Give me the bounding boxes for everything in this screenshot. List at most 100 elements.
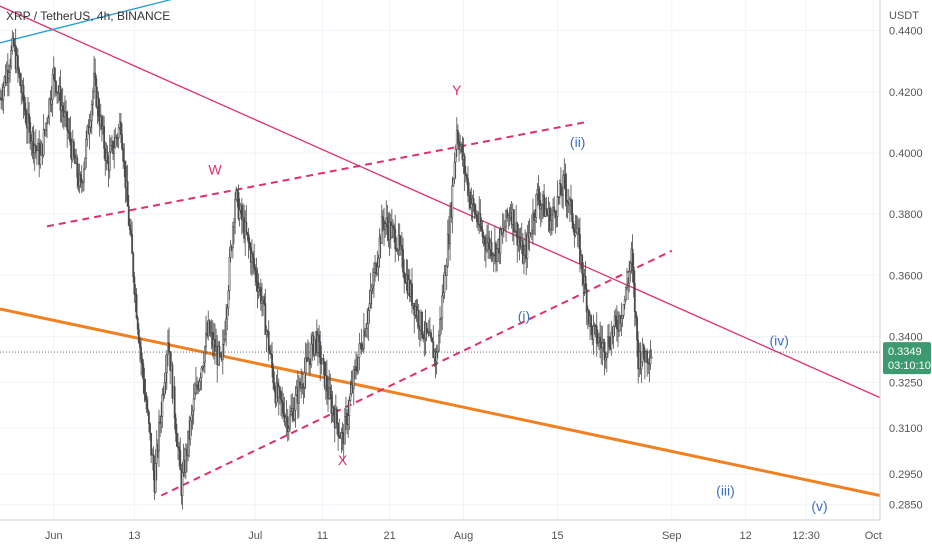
candle-body [226, 307, 229, 320]
candle-body [150, 432, 153, 456]
candle-body [553, 206, 556, 212]
candle-body [556, 196, 559, 217]
last-price-countdown: 03:10:10 [888, 360, 931, 372]
candle-body [523, 254, 525, 264]
candle-body [636, 317, 638, 341]
candle-body [255, 270, 258, 283]
candle-body [473, 204, 476, 215]
candle-body [217, 345, 220, 366]
candle-body [620, 317, 623, 324]
candle-body [236, 190, 239, 193]
wave-label: (i) [518, 308, 530, 324]
candle-body [106, 152, 109, 163]
candle-body [417, 310, 420, 327]
candle-body [154, 463, 157, 493]
candle-body [69, 132, 72, 146]
candle-body [343, 416, 346, 445]
candle-body [203, 346, 206, 364]
candle-body [287, 427, 290, 432]
candle-body [401, 245, 403, 250]
candle-body [465, 175, 468, 179]
candle-body [178, 447, 181, 451]
candle-body [179, 450, 182, 471]
candle-body [133, 276, 136, 295]
candle-body [163, 382, 166, 395]
candle-body [544, 208, 547, 217]
candle-body [61, 105, 64, 112]
candle-body [127, 205, 130, 226]
candle-body [323, 361, 326, 388]
candle-body [12, 38, 15, 46]
wave-label: (v) [811, 498, 827, 514]
candle-body [380, 216, 383, 244]
candle-body [350, 384, 353, 395]
candle-body [442, 292, 445, 297]
price-axis-background [880, 0, 932, 550]
candle-body [2, 86, 5, 100]
candle-body [50, 99, 53, 105]
candle-body [42, 129, 45, 156]
candle-body [463, 155, 466, 174]
price-axis-ticks: 0.4400 0.4200 0.4000 0.3800 0.3600 0.3400 0.32… [889, 26, 923, 512]
candle-body [543, 194, 546, 217]
candle-body [205, 332, 207, 348]
candle-body [131, 234, 134, 254]
candle-body [486, 242, 488, 251]
candle-body [259, 287, 262, 304]
candle-body [435, 352, 438, 362]
candle-body [263, 296, 266, 304]
candle-body [282, 402, 285, 414]
candle-body [532, 212, 534, 231]
candle-body [562, 175, 565, 196]
candle-body [555, 216, 558, 219]
trendline-dashed [46, 121, 585, 228]
candle-body [540, 204, 543, 207]
candle-body [158, 422, 160, 452]
time-tick-label: 21 [383, 530, 395, 542]
price-tick-label: 0.4200 [889, 87, 923, 99]
last-price-badge: 0.3349 03:10:10 [883, 342, 931, 375]
candle-body [642, 344, 645, 357]
candle-body [535, 194, 538, 218]
candle-body [72, 141, 75, 156]
candle-body [124, 160, 127, 188]
candle-body [146, 408, 149, 413]
candle-body [332, 406, 335, 416]
candle-body [1, 99, 4, 101]
candle-body [38, 142, 41, 165]
candle-body [81, 181, 84, 184]
candle-body [264, 303, 267, 335]
candle-body [228, 257, 231, 292]
candle-body [403, 271, 406, 279]
candle-body [579, 234, 581, 264]
time-tick-label: Jun [45, 530, 63, 542]
trendline-solid [0, 0, 172, 44]
wave-label: (iii) [716, 483, 735, 499]
candle-body [596, 342, 599, 344]
candle-body [273, 382, 276, 391]
candle-body [302, 387, 305, 389]
candle-body [565, 188, 568, 203]
candle-body [286, 416, 289, 432]
candle-body [114, 137, 117, 148]
candle-body [48, 98, 51, 119]
candle-body [367, 310, 370, 325]
candle-body [386, 217, 389, 228]
candle-body [159, 422, 162, 424]
trendline-solid [0, 5, 881, 399]
candle-body [231, 226, 234, 249]
price-tick-label: 0.3250 [889, 377, 923, 389]
wave-label: W [208, 161, 222, 177]
candle-body [317, 334, 319, 353]
time-tick-label: Jul [248, 530, 262, 542]
candle-body [355, 366, 357, 371]
candle-body [247, 234, 250, 244]
candle-body [97, 97, 100, 116]
candle-body [453, 161, 456, 180]
candle-body [610, 331, 613, 349]
candle-body [518, 238, 521, 244]
wave-label: Y [452, 82, 462, 98]
candle-body [76, 157, 79, 178]
candle-body [376, 266, 379, 274]
